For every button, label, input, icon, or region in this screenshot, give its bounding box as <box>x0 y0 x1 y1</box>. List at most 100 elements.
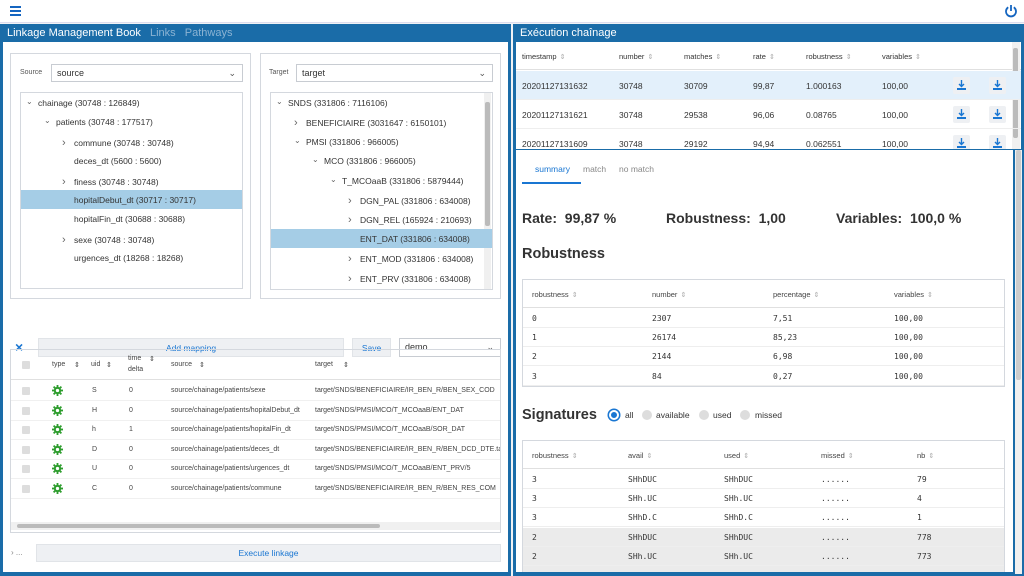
tree-node[interactable]: › finess (30748 : 30748) <box>21 171 242 190</box>
table-row[interactable]: h 1 source/chainage/patients/hopitalFin_dt… <box>11 420 500 440</box>
filter-available-radio[interactable] <box>642 410 652 420</box>
table-row[interactable]: U 0 source/chainage/patients/urgences_dt ta… <box>11 459 500 479</box>
summary-scrollbar[interactable] <box>1015 150 1022 574</box>
filter-all-radio[interactable] <box>609 410 619 420</box>
tree-scrollbar[interactable] <box>484 93 491 289</box>
tree-node[interactable]: ⌄ chainage (30748 : 126849) <box>21 93 242 112</box>
chevron-down-icon[interactable]: ⌄ <box>330 174 337 184</box>
col-matches[interactable]: matches ⇕ <box>684 52 721 61</box>
tree-node[interactable]: ENT_DAT (331806 : 634008) <box>271 228 492 248</box>
source-select[interactable]: source ⌄ <box>51 64 243 82</box>
table-row[interactable]: D 0 source/chainage/patients/deces_dt targe… <box>11 440 500 460</box>
col-uid[interactable]: uid <box>91 361 101 368</box>
chevron-right-icon[interactable]: › <box>348 195 352 207</box>
tree-node[interactable]: hopitalDebut_dt (30717 : 30717) <box>21 190 242 209</box>
row-checkbox[interactable] <box>22 406 30 415</box>
col-number[interactable]: number ⇕ <box>652 290 686 299</box>
table-row[interactable]: 1 26174 85,23 100,00 <box>523 328 1004 348</box>
tree-node[interactable]: ⌄ SNDS (331806 : 7116106) <box>271 93 492 112</box>
col-robustness[interactable]: robustness ⇕ <box>532 290 578 299</box>
row-checkbox[interactable] <box>22 426 30 434</box>
download-icon[interactable] <box>989 77 1006 94</box>
col-missed[interactable]: missed ⇕ <box>821 451 854 460</box>
col-variables[interactable]: variables ⇕ <box>882 52 921 61</box>
row-checkbox[interactable] <box>22 445 30 454</box>
tree-node[interactable]: urgences_dt (18268 : 18268) <box>21 248 242 267</box>
table-row[interactable]: 2 2144 6,98 100,00 <box>523 347 1004 367</box>
chevron-down-icon[interactable]: ⌄ <box>44 116 51 126</box>
download-icon[interactable] <box>953 135 970 149</box>
tree-node[interactable]: › commune (30748 : 30748) <box>21 132 242 151</box>
filter-missed-radio[interactable] <box>740 410 750 420</box>
row-checkbox[interactable] <box>22 387 30 395</box>
power-icon[interactable] <box>1004 4 1018 18</box>
tree-node[interactable]: hopitalFin_dt (30688 : 30688) <box>21 209 242 228</box>
chevron-right-icon[interactable]: › <box>62 136 66 149</box>
execute-linkage-button[interactable]: Execute linkage <box>36 544 501 562</box>
chevron-right-icon[interactable]: › <box>62 175 66 188</box>
chevron-right-icon[interactable]: › <box>62 233 66 246</box>
col-target[interactable]: target <box>315 361 333 368</box>
tab-summary[interactable]: summary <box>535 164 570 174</box>
row-checkbox[interactable] <box>22 484 30 493</box>
col-source[interactable]: source <box>171 361 193 368</box>
table-row[interactable]: 3 SHh.UC SHh.UC...... 4 <box>523 489 1004 509</box>
col-nb[interactable]: nb ⇕ <box>917 451 934 460</box>
col-used[interactable]: used ⇕ <box>724 451 749 460</box>
col-time[interactable]: time <box>128 355 142 362</box>
col-number[interactable]: number ⇕ <box>619 52 653 61</box>
tab-match[interactable]: match <box>583 164 607 174</box>
chevron-right-icon[interactable]: › <box>348 272 352 285</box>
tree-node[interactable]: › DGN_PAL (331806 : 634008) <box>271 190 492 209</box>
table-row[interactable]: 0 2307 7,51 100,00 <box>523 309 1004 328</box>
tree-node[interactable]: deces_dt (5600 : 5600) <box>21 151 242 170</box>
col-percentage[interactable]: percentage ⇕ <box>773 290 819 299</box>
tree-node[interactable]: ⌄ patients (30748 : 177517) <box>21 112 242 131</box>
tree-node[interactable]: › ENT_MOD (331806 : 634008) <box>271 248 492 267</box>
execution-row[interactable]: 20201127131632 30748 30709 99,87 1.000163 100… <box>516 71 1021 100</box>
chevron-right-icon[interactable]: › <box>294 117 298 130</box>
table-row[interactable]: C 0 source/chainage/patients/commune target… <box>11 479 500 499</box>
table-row[interactable]: 2 SHhDUC SHhDUC...... 778 <box>523 527 1004 547</box>
table-row[interactable]: 3 84 0,27 100,00 <box>523 367 1004 386</box>
download-icon[interactable] <box>953 77 970 94</box>
save-button[interactable]: Save <box>352 338 391 357</box>
chevron-down-icon[interactable]: ⌄ <box>312 155 319 165</box>
col-robustness[interactable]: robustness ⇕ <box>806 52 852 61</box>
download-icon[interactable] <box>989 106 1006 123</box>
expand-toggle[interactable]: › ... <box>11 548 23 557</box>
tree-node[interactable]: › BENEFICIAIRE (3031647 : 6150101) <box>271 112 492 131</box>
menu-icon[interactable] <box>10 6 21 16</box>
table-row[interactable]: 3 SHhDUC SHhDUC...... 79 <box>523 470 1004 489</box>
chevron-down-icon[interactable]: ⌄ <box>26 97 33 106</box>
table-row[interactable]: 2 SHh.UC SHh.UC...... 773 <box>523 546 1004 566</box>
target-select[interactable]: target ⌄ <box>296 64 493 82</box>
chevron-down-icon[interactable]: ⌄ <box>276 97 283 106</box>
add-mapping-button[interactable]: Add mapping <box>38 338 344 357</box>
table-row[interactable]: H 0 source/chainage/patients/hopitalDebut_… <box>11 401 500 421</box>
col-rate[interactable]: rate ⇕ <box>753 52 775 61</box>
filter-used-radio[interactable] <box>699 410 709 420</box>
download-icon[interactable] <box>989 135 1006 149</box>
tab-links[interactable]: Links <box>150 27 176 39</box>
col-robustness[interactable]: robustness ⇕ <box>532 451 578 460</box>
tree-node[interactable]: ⌄ PMSI (331806 : 966005) <box>271 132 492 151</box>
tab-no-match[interactable]: no match <box>619 164 654 174</box>
tree-node[interactable]: ⌄ T_MCOaaB (331806 : 5879444) <box>271 171 492 190</box>
close-icon[interactable]: × <box>15 339 24 355</box>
col-variables[interactable]: variables ⇕ <box>894 290 933 299</box>
execution-row[interactable]: 20201127131609 30748 29192 94,94 0.062551 100… <box>516 129 1021 149</box>
col-avail[interactable]: avail ⇕ <box>628 451 652 460</box>
chevron-down-icon[interactable]: ⌄ <box>294 135 301 145</box>
tree-node[interactable]: › ENT_PRV (331806 : 634008) <box>271 268 492 287</box>
execution-row[interactable]: 20201127131621 30748 29538 96,06 0.08765 100,… <box>516 100 1021 129</box>
table-row[interactable]: S 0 source/chainage/patients/sexe target/SN… <box>11 381 500 401</box>
tree-node[interactable]: › DGN_REL (165924 : 210693) <box>271 209 492 228</box>
tab-pathways[interactable]: Pathways <box>184 27 233 39</box>
table-row[interactable]: 2 SHhD.C SHhD.C...... 434 <box>523 566 1004 572</box>
select-all-checkbox[interactable] <box>22 361 30 369</box>
chevron-right-icon[interactable]: › <box>348 214 352 227</box>
row-checkbox[interactable] <box>22 465 30 473</box>
download-icon[interactable] <box>953 106 970 123</box>
chevron-right-icon[interactable]: › <box>348 253 352 266</box>
